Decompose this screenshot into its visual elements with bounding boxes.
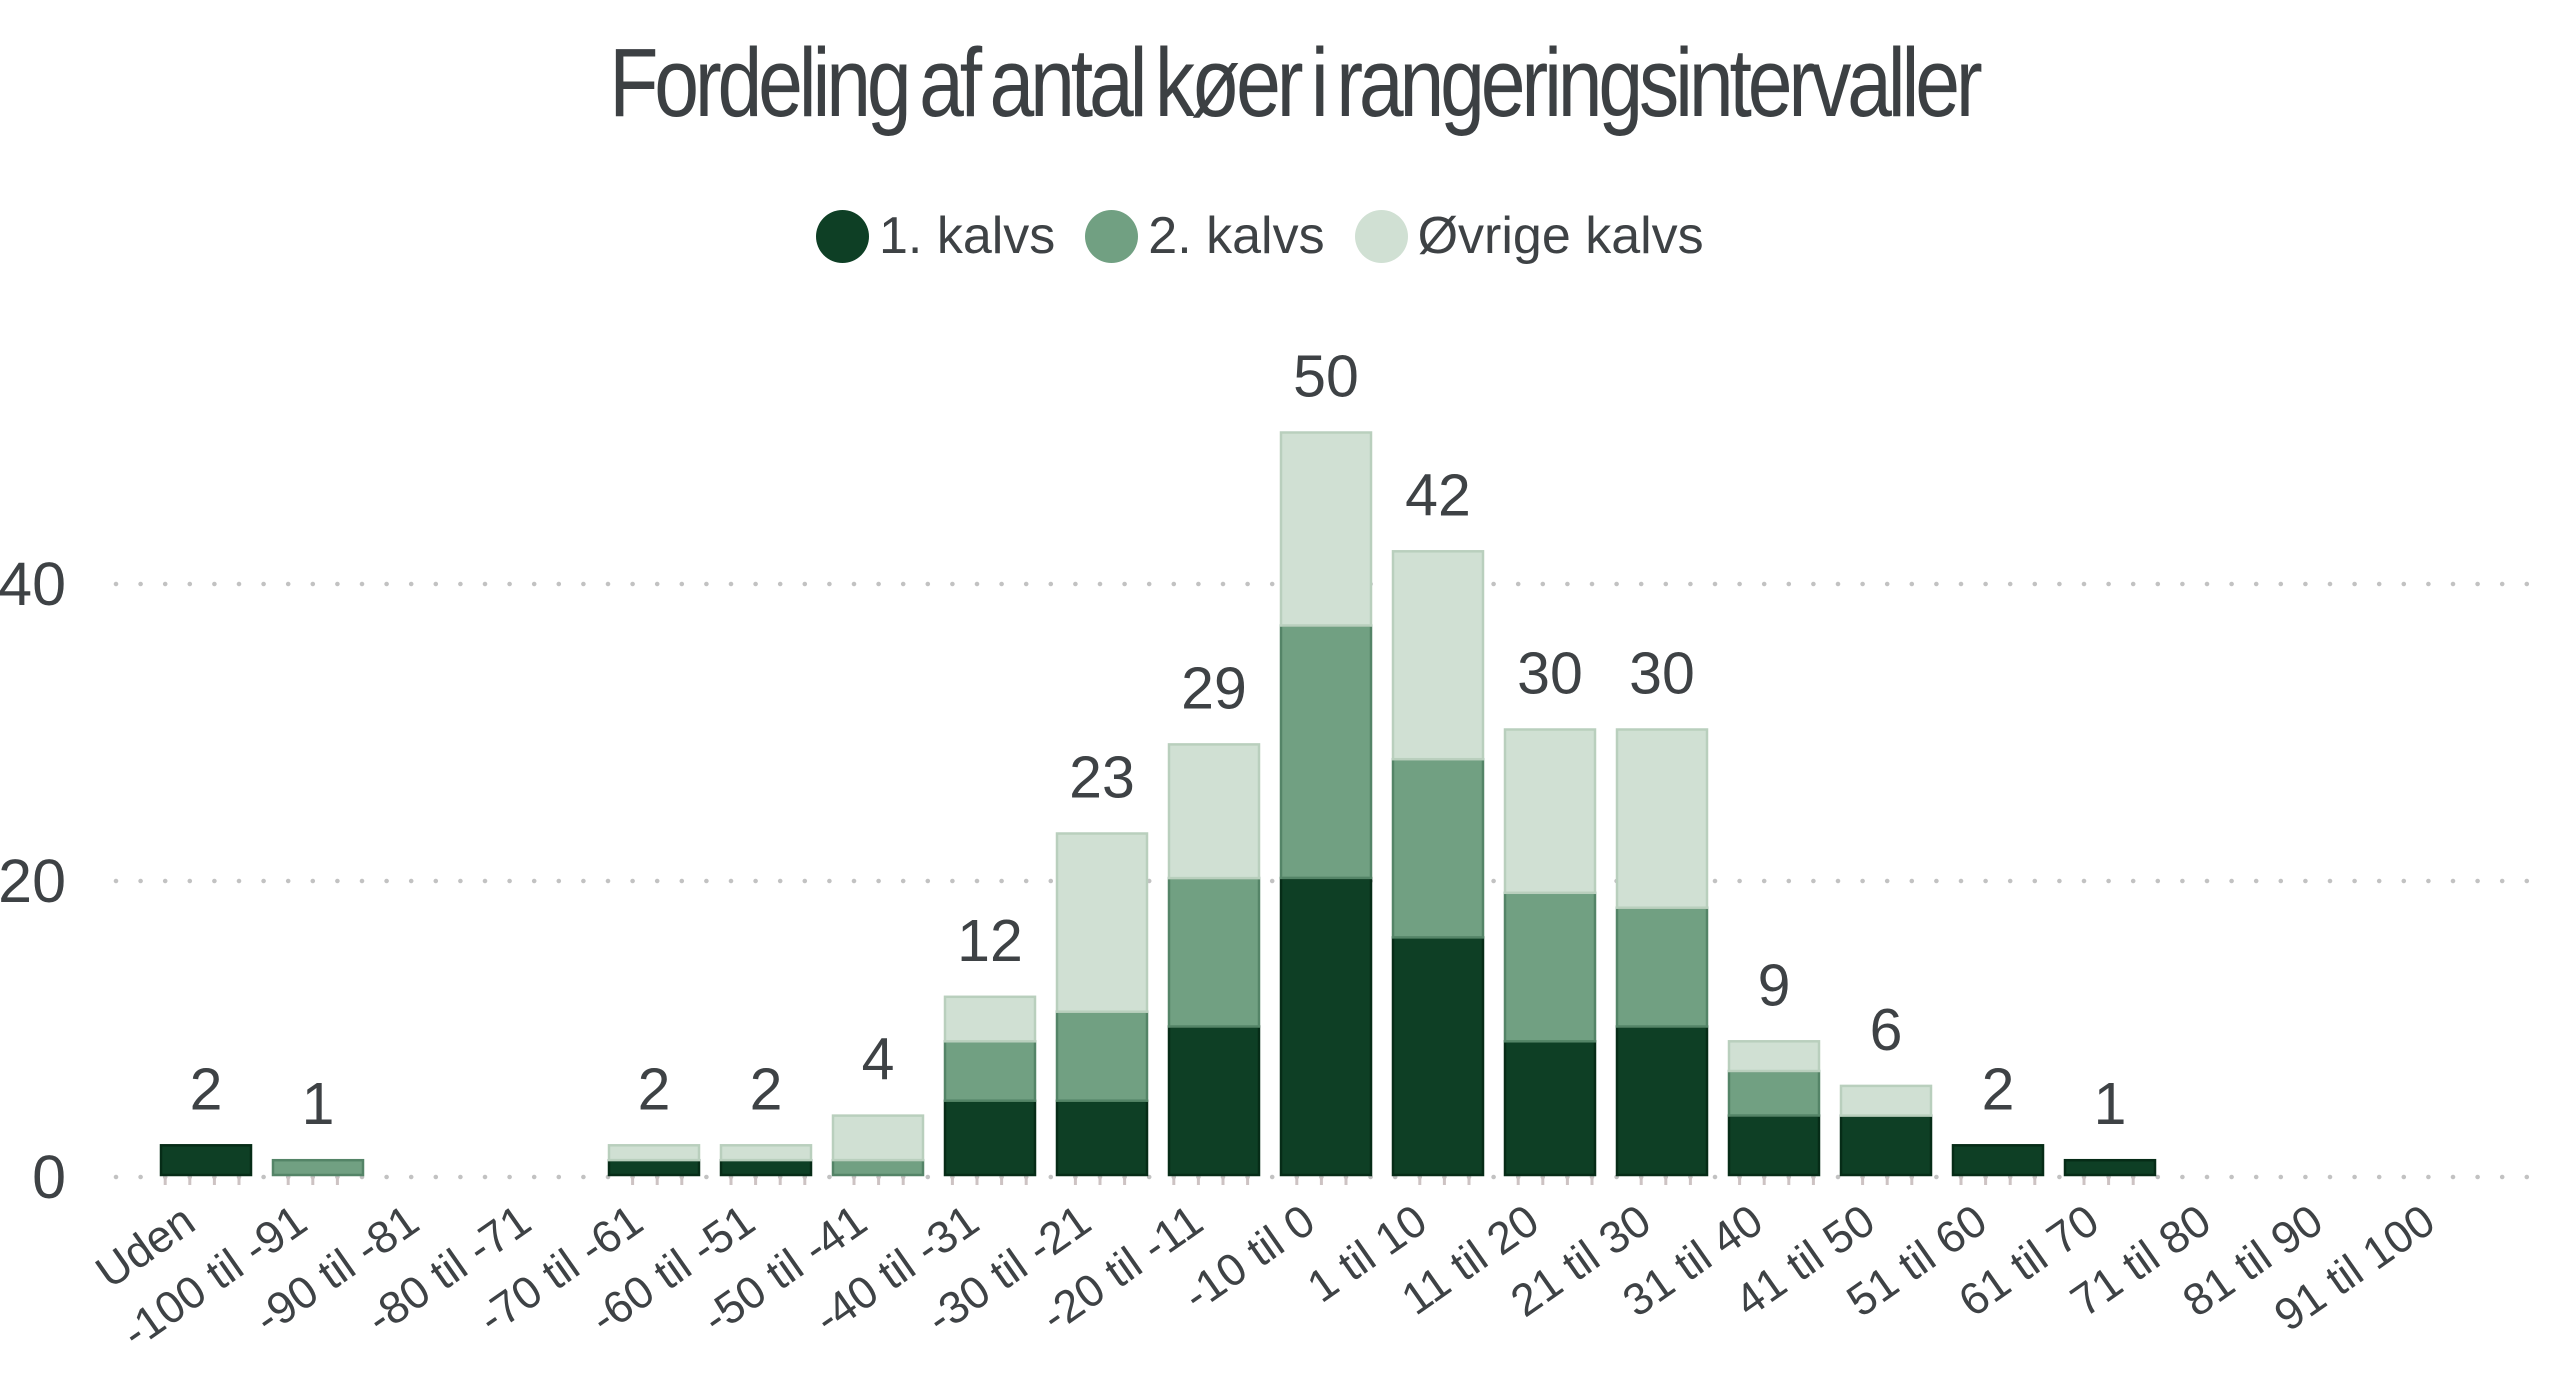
svg-text:4: 4 [862,1027,895,1093]
svg-text:6: 6 [1870,997,1903,1063]
svg-text:50: 50 [1293,344,1359,410]
svg-text:29: 29 [1181,655,1247,721]
svg-text:20: 20 [0,847,66,915]
svg-text:23: 23 [1069,745,1135,811]
svg-text:30: 30 [1517,641,1583,707]
svg-text:42: 42 [1405,462,1471,528]
svg-text:12: 12 [957,908,1023,974]
svg-text:30: 30 [1629,641,1695,707]
svg-text:0: 0 [32,1143,66,1211]
svg-text:2: 2 [750,1056,783,1122]
svg-text:-10 til 0: -10 til 0 [1174,1194,1324,1320]
svg-text:2: 2 [638,1056,671,1122]
svg-text:9: 9 [1758,952,1791,1018]
svg-text:1: 1 [2094,1071,2127,1137]
svg-text:2: 2 [1982,1056,2015,1122]
svg-text:2: 2 [190,1056,223,1122]
svg-text:1: 1 [302,1071,335,1137]
svg-text:40: 40 [0,550,66,618]
